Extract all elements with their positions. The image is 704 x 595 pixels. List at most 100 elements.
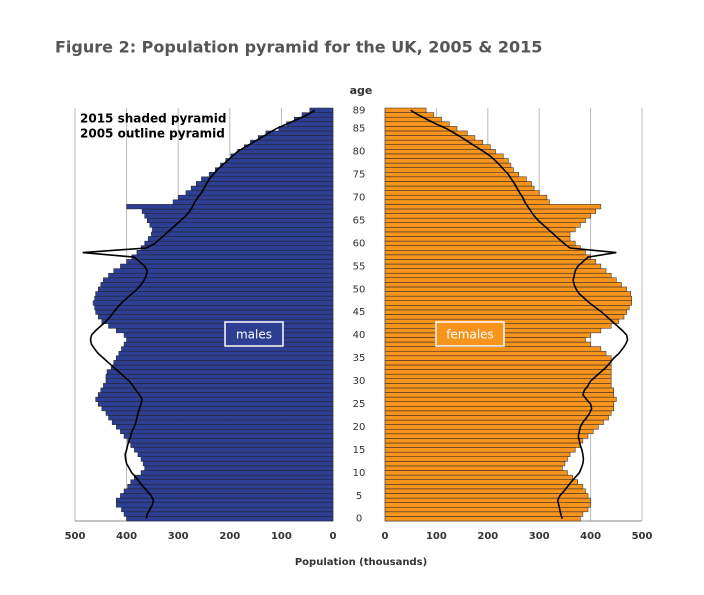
bar bbox=[384, 190, 540, 196]
bar bbox=[384, 484, 584, 490]
bar bbox=[146, 217, 334, 223]
bar bbox=[286, 121, 334, 127]
y-tick-label: 55 bbox=[353, 261, 366, 272]
bar bbox=[384, 516, 581, 522]
bar bbox=[140, 470, 334, 476]
bar bbox=[384, 240, 576, 246]
series-label: females bbox=[446, 328, 494, 342]
bar bbox=[384, 438, 584, 444]
bar bbox=[384, 355, 612, 361]
x-tick-label: 400 bbox=[580, 531, 601, 542]
bar bbox=[384, 107, 427, 113]
x-tick-label: 300 bbox=[529, 531, 550, 542]
bar bbox=[384, 208, 596, 214]
bar bbox=[384, 415, 609, 421]
bar bbox=[148, 236, 334, 242]
bar bbox=[140, 245, 334, 251]
bar bbox=[121, 346, 334, 352]
bar bbox=[92, 300, 334, 306]
outline-line bbox=[82, 109, 316, 519]
bar bbox=[208, 171, 334, 178]
bar bbox=[384, 185, 535, 191]
bar bbox=[127, 438, 334, 444]
bar bbox=[384, 236, 571, 242]
bar bbox=[384, 250, 586, 256]
bar bbox=[384, 158, 509, 164]
bar bbox=[384, 231, 571, 237]
bar bbox=[384, 373, 612, 379]
bar bbox=[126, 259, 334, 265]
bar bbox=[185, 190, 334, 196]
bar bbox=[384, 286, 627, 292]
bar bbox=[105, 378, 334, 384]
age-label: age bbox=[350, 84, 373, 97]
bar bbox=[384, 314, 625, 320]
bar bbox=[384, 461, 566, 467]
bar bbox=[384, 171, 519, 178]
bar bbox=[190, 185, 334, 191]
y-tick-label: 15 bbox=[353, 445, 366, 456]
bar bbox=[95, 396, 334, 402]
bar bbox=[123, 488, 334, 494]
bar bbox=[384, 410, 612, 416]
y-tick-label: 45 bbox=[353, 307, 366, 318]
bar bbox=[384, 511, 584, 517]
bar bbox=[384, 181, 532, 187]
bar bbox=[384, 162, 512, 168]
y-tick-label: 60 bbox=[353, 238, 366, 249]
bar bbox=[384, 245, 581, 251]
bar bbox=[130, 479, 334, 485]
bar bbox=[384, 387, 614, 393]
bar bbox=[384, 149, 496, 155]
bar bbox=[384, 406, 614, 412]
bar bbox=[384, 392, 614, 398]
bar bbox=[384, 433, 589, 439]
bar bbox=[384, 291, 631, 297]
annotation: 2005 outline pyramid bbox=[80, 127, 225, 141]
bar bbox=[384, 465, 563, 471]
bar bbox=[95, 309, 334, 315]
bar bbox=[126, 204, 334, 210]
bar bbox=[384, 383, 612, 389]
bar bbox=[151, 231, 334, 237]
bar bbox=[177, 194, 334, 201]
bar bbox=[201, 176, 334, 182]
bar bbox=[384, 493, 589, 499]
bar bbox=[103, 383, 334, 389]
bar bbox=[116, 497, 334, 503]
y-tick-label: 40 bbox=[353, 330, 366, 341]
bar bbox=[110, 364, 334, 370]
bar bbox=[131, 254, 334, 260]
bar bbox=[126, 516, 334, 522]
y-tick-label: 30 bbox=[353, 376, 366, 387]
bar bbox=[137, 451, 334, 458]
bar bbox=[130, 442, 334, 448]
bar bbox=[142, 461, 334, 467]
bar bbox=[105, 373, 334, 379]
bar bbox=[123, 433, 334, 439]
bar bbox=[243, 144, 334, 150]
x-tick-label: 0 bbox=[382, 531, 389, 542]
bar bbox=[384, 378, 612, 384]
x-tick-label: 0 bbox=[330, 531, 337, 542]
bar bbox=[384, 254, 591, 260]
bar bbox=[309, 107, 334, 113]
bar bbox=[230, 153, 334, 159]
bar bbox=[265, 130, 334, 136]
bar bbox=[384, 116, 442, 123]
y-tick-label: 85 bbox=[353, 124, 366, 135]
bar bbox=[384, 153, 504, 159]
y-tick-label: 5 bbox=[356, 491, 362, 502]
y-tick-label: 70 bbox=[353, 192, 366, 203]
annotation: 2015 shaded pyramid bbox=[80, 112, 227, 126]
bar bbox=[152, 227, 334, 233]
bar bbox=[120, 428, 334, 435]
y-tick-label: 0 bbox=[356, 514, 362, 525]
bar bbox=[94, 295, 334, 301]
bar bbox=[384, 442, 581, 448]
y-tick-label: 35 bbox=[353, 353, 366, 364]
bar bbox=[144, 240, 334, 246]
bar bbox=[384, 204, 602, 210]
bar bbox=[384, 497, 591, 503]
